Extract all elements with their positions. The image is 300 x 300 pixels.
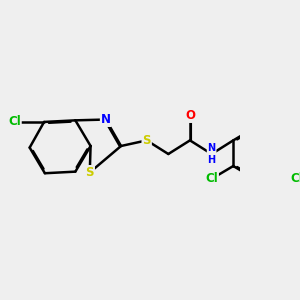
Text: S: S <box>142 134 151 147</box>
Text: N: N <box>101 113 111 126</box>
Text: O: O <box>185 109 195 122</box>
Text: N
H: N H <box>208 143 216 165</box>
Text: Cl: Cl <box>205 172 218 185</box>
Text: S: S <box>85 166 94 179</box>
Text: Cl: Cl <box>8 116 21 128</box>
Text: Cl: Cl <box>290 172 300 185</box>
